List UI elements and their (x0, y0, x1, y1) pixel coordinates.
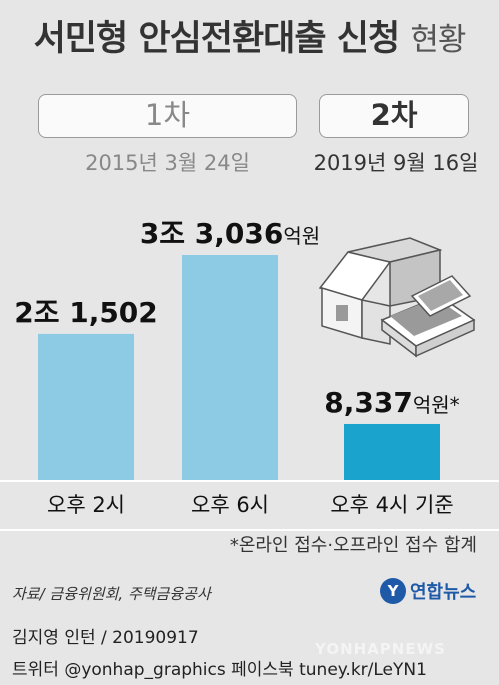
round1-label: 1차 (38, 94, 297, 138)
category-label-2: 오후 6시 (191, 493, 269, 517)
round2-label: 2차 (319, 94, 469, 138)
title-suffix: 현황 (410, 22, 466, 58)
category-label-3: 오후 4시 기준 (330, 493, 453, 517)
bar-1 (38, 333, 134, 481)
source-text: 자료/ 금융위원회, 주택금융공사 (12, 585, 211, 603)
footnote: *온라인 접수·오프라인 접수 합계 (229, 535, 477, 556)
yonhap-logo-icon: Y (380, 578, 406, 604)
title-main: 서민형 안심전환대출 신청 (33, 19, 401, 59)
round2-date: 2019년 9월 16일 (313, 151, 479, 175)
bar-value-label-2: 3조 3,036억원 (140, 217, 320, 250)
social-text: 트위터 @yonhap_graphics 페이스북 tuney.kr/LeYN1 (12, 660, 427, 680)
bar-value-label-3: 8,337억원* (324, 386, 459, 419)
round1-date: 2015년 3월 24일 (85, 151, 250, 175)
credit-text: 김지영 인턴 / 20190917 (12, 628, 199, 648)
bar-3 (344, 423, 440, 481)
bar-value-label-1: 2조 1,502 (14, 296, 158, 329)
category-label-1: 오후 2시 (47, 493, 125, 517)
page-title: 서민형 안심전환대출 신청 현황 (0, 10, 499, 61)
yonhap-logo: Y 연합뉴스 (380, 576, 476, 606)
yonhap-logo-text: 연합뉴스 (410, 582, 477, 603)
house-and-documents-icon (318, 237, 476, 358)
bar-2 (182, 255, 278, 481)
watermark: YONHAPNEWS (315, 640, 446, 658)
divider (0, 529, 499, 531)
